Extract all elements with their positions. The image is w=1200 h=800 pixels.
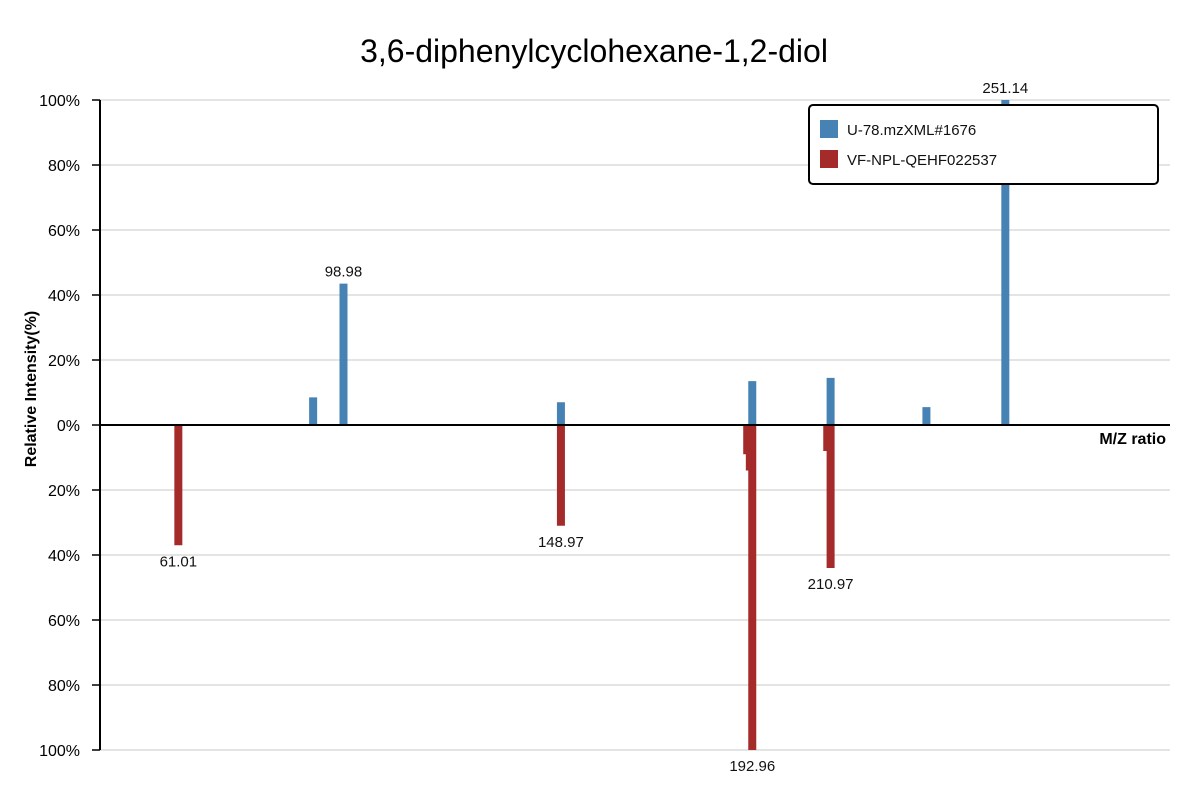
y-tick-label: 60% — [48, 223, 80, 240]
y-tick-label: 40% — [48, 548, 80, 565]
peak-bar-up — [922, 407, 931, 425]
legend: U-78.mzXML#1676 VF-NPL-QEHF022537 — [808, 104, 1159, 185]
legend-swatch-series-1 — [820, 120, 838, 138]
y-tick-label: 80% — [48, 678, 80, 695]
y-axis-label: Relative Intensity(%) — [23, 311, 40, 467]
y-tick-label: 20% — [48, 483, 80, 500]
x-axis-label: M/Z ratio — [1099, 431, 1166, 448]
peak-bar-down — [174, 425, 183, 546]
peak-bar-down — [748, 425, 757, 750]
y-tick-label: 100% — [39, 93, 80, 110]
legend-box — [808, 104, 1159, 185]
peak-bar-up — [339, 283, 348, 425]
peak-bar-up — [1001, 100, 1010, 425]
peak-label: 98.98 — [325, 264, 363, 281]
y-tick-label: 40% — [48, 288, 80, 305]
peak-bar-down — [556, 425, 565, 526]
peak-bar-up — [826, 377, 835, 425]
y-tick-label: 100% — [39, 743, 80, 760]
peak-label: 251.14 — [982, 80, 1028, 97]
legend-label-series-2: VF-NPL-QEHF022537 — [847, 152, 997, 169]
legend-label-series-1: U-78.mzXML#1676 — [847, 122, 976, 139]
legend-swatch-series-2 — [820, 150, 838, 168]
peak-bar-up — [556, 402, 565, 425]
peak-bars — [174, 100, 1010, 750]
y-tick-label: 80% — [48, 158, 80, 175]
peak-labels: 98.98 251.14 61.01 148.97 192.96 210.97 — [160, 80, 1029, 775]
peak-label: 61.01 — [160, 553, 198, 570]
y-tick-label: 20% — [48, 353, 80, 370]
peak-bar-up — [309, 397, 318, 425]
peak-bar-down — [826, 425, 835, 568]
y-tick-label: 60% — [48, 613, 80, 630]
peak-bar-up — [748, 381, 757, 425]
peak-label: 210.97 — [808, 576, 854, 593]
y-tick-label: 0% — [57, 418, 80, 435]
peak-label: 192.96 — [729, 758, 775, 775]
y-axis-ticks: 100% 80% 60% 40% 20% 0% 20% 40% 60% 80% 100% — [39, 93, 100, 760]
chart-title: 3,6-diphenylcyclohexane-1,2-diol — [360, 33, 828, 69]
peak-label: 148.97 — [538, 534, 584, 551]
